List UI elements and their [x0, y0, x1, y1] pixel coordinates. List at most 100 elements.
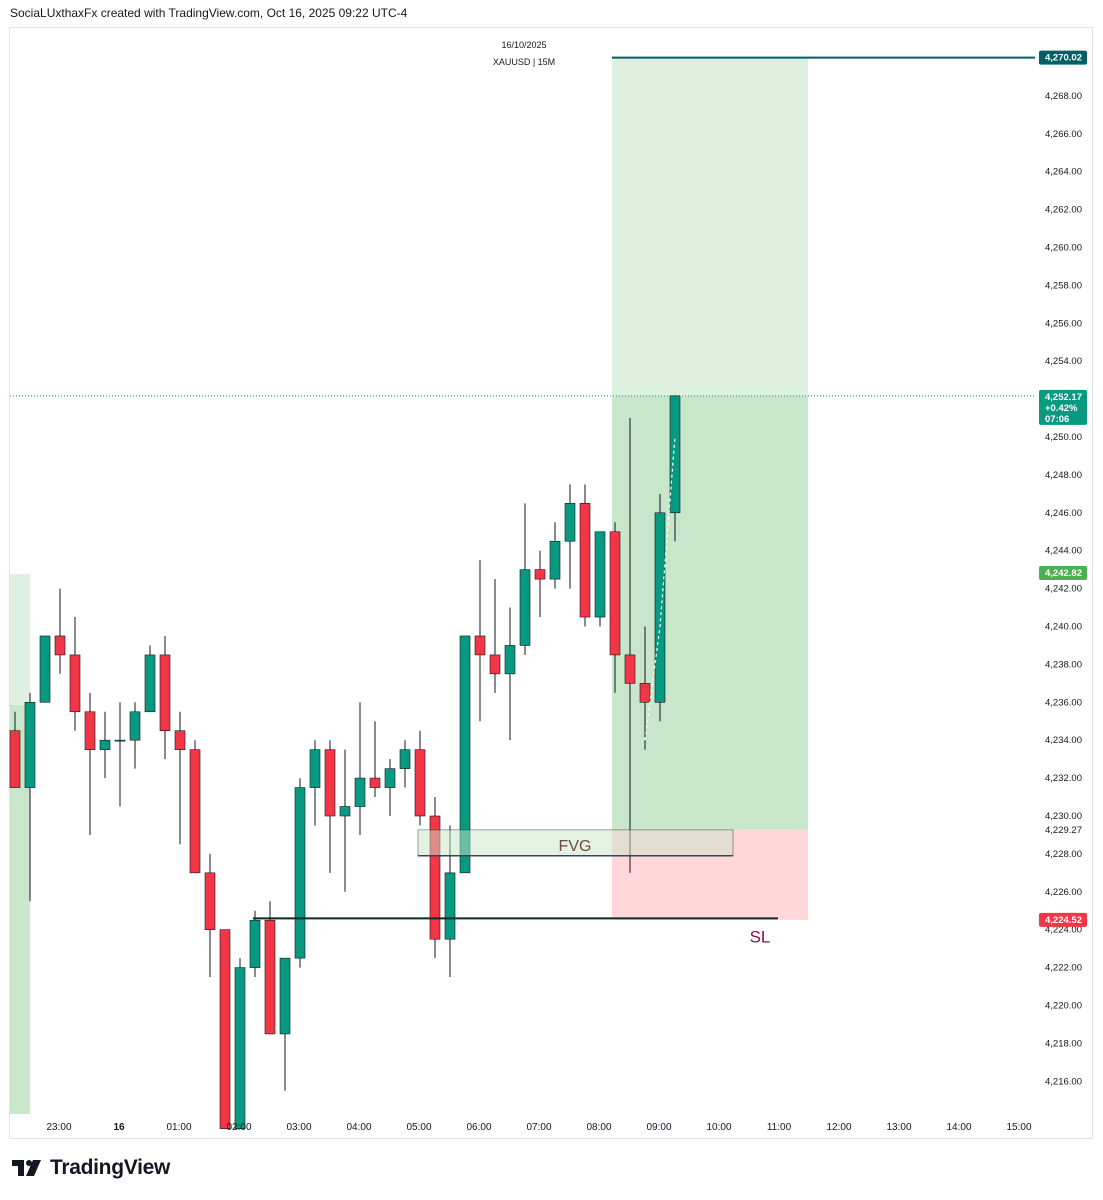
- candle-body: [519, 569, 531, 646]
- candle-body: [429, 815, 441, 940]
- candle[interactable]: [69, 617, 81, 731]
- y-tick-label: 4,238.00: [1045, 659, 1082, 670]
- candle[interactable]: [324, 740, 336, 873]
- candle-body: [264, 919, 276, 1035]
- candle[interactable]: [414, 730, 426, 826]
- candle[interactable]: [39, 635, 51, 703]
- x-tick-label: 14:00: [946, 1122, 971, 1133]
- candles: [9, 395, 681, 1129]
- y-tick-label: 4,262.00: [1045, 205, 1082, 216]
- candle[interactable]: [219, 929, 231, 1129]
- y-tick-label: 4,242.00: [1045, 584, 1082, 595]
- candle[interactable]: [294, 778, 306, 968]
- candle[interactable]: [249, 910, 261, 978]
- candle[interactable]: [174, 711, 186, 845]
- candle-body: [639, 683, 651, 703]
- candle-body: [294, 787, 306, 959]
- target-zone-lower: [612, 395, 808, 830]
- candle[interactable]: [99, 711, 111, 779]
- y-tick-label: 4,250.00: [1045, 432, 1082, 443]
- fvg-annotation: FVG: [559, 838, 592, 855]
- x-tick-label: 04:00: [346, 1122, 371, 1133]
- candle[interactable]: [309, 740, 321, 826]
- y-tick-label: 4,232.00: [1045, 773, 1082, 784]
- candle-body: [309, 749, 321, 788]
- candle[interactable]: [609, 522, 621, 693]
- chart-date: 16/10/2025: [501, 40, 546, 50]
- candle-body: [594, 531, 606, 618]
- candle[interactable]: [129, 702, 141, 769]
- candle[interactable]: [234, 958, 246, 1129]
- candle[interactable]: [264, 901, 276, 1035]
- candle[interactable]: [519, 503, 531, 655]
- candle-body: [129, 711, 141, 741]
- x-tick-label: 07:00: [526, 1122, 551, 1133]
- candle[interactable]: [639, 626, 651, 750]
- candle[interactable]: [504, 607, 516, 741]
- price-axis: 4,216.00 4,218.00 4,220.00 4,222.00 4,224.00…: [1045, 91, 1082, 1087]
- candle-body: [384, 768, 396, 788]
- candle[interactable]: [579, 484, 591, 627]
- candle[interactable]: [624, 418, 636, 873]
- candle[interactable]: [159, 635, 171, 760]
- candle[interactable]: [549, 522, 561, 589]
- candle-body: [159, 654, 171, 732]
- candle[interactable]: [84, 692, 96, 835]
- candle[interactable]: [24, 692, 36, 902]
- candle[interactable]: [114, 702, 126, 807]
- candle-body: [54, 635, 66, 656]
- price-labels: 4,270.02 4,252.17+0.42%07:06 4,242.82 4,224…: [1039, 50, 1087, 927]
- candle-body: [534, 569, 546, 580]
- y-tick-label: 4,218.00: [1045, 1038, 1082, 1049]
- last-price-label-text: +0.42%: [1045, 403, 1078, 414]
- candle[interactable]: [354, 702, 366, 835]
- candle[interactable]: [9, 711, 21, 788]
- x-tick-label: 09:00: [646, 1122, 671, 1133]
- candle-body: [39, 635, 51, 703]
- candle[interactable]: [279, 957, 291, 1091]
- y-tick-label: 4,226.00: [1045, 887, 1082, 898]
- y-tick-label: 4,240.00: [1045, 622, 1082, 633]
- y-tick-label: 4,254.00: [1045, 356, 1082, 367]
- candle[interactable]: [384, 759, 396, 816]
- y-tick-label: 4,236.00: [1045, 697, 1082, 708]
- candle[interactable]: [489, 579, 501, 693]
- candle-body: [354, 777, 366, 807]
- stop-loss-price-label-bg: [1039, 912, 1087, 927]
- candle-body: [654, 512, 666, 703]
- candle-body: [324, 749, 336, 817]
- candle[interactable]: [474, 560, 486, 722]
- candle-body: [114, 739, 126, 742]
- brand[interactable]: TradingView: [12, 1156, 170, 1180]
- last-price-label-bg: [1039, 389, 1087, 425]
- candle[interactable]: [594, 531, 606, 627]
- take-profit-price-label: 4,270.02: [1039, 50, 1087, 65]
- entry-price-label: 4,242.82: [1039, 566, 1087, 581]
- candle[interactable]: [399, 740, 411, 788]
- candle[interactable]: [654, 493, 666, 722]
- candle[interactable]: [339, 749, 351, 892]
- x-tick-label: 16: [113, 1122, 125, 1133]
- candle[interactable]: [534, 550, 546, 618]
- candle-body: [339, 806, 351, 817]
- candle[interactable]: [564, 484, 576, 589]
- candle[interactable]: [669, 395, 681, 542]
- candle[interactable]: [369, 721, 381, 798]
- sl-annotation: SL: [750, 927, 771, 946]
- candle[interactable]: [144, 645, 156, 713]
- candle[interactable]: [189, 740, 201, 874]
- candle-body: [399, 749, 411, 769]
- candle[interactable]: [429, 797, 441, 959]
- x-tick-label: 01:00: [166, 1122, 191, 1133]
- last-price-label-text: 4,252.17: [1045, 392, 1082, 403]
- candle[interactable]: [204, 853, 216, 978]
- y-tick-label: 4,228.00: [1045, 849, 1082, 860]
- y-tick-label: 4,258.00: [1045, 280, 1082, 291]
- entry-price-label-text: 4,242.82: [1045, 568, 1082, 579]
- candle-body: [624, 654, 636, 684]
- candle[interactable]: [54, 588, 66, 674]
- y-tick-label: 4,246.00: [1045, 508, 1082, 519]
- x-tick-label: 13:00: [886, 1122, 911, 1133]
- candle-body: [84, 711, 96, 750]
